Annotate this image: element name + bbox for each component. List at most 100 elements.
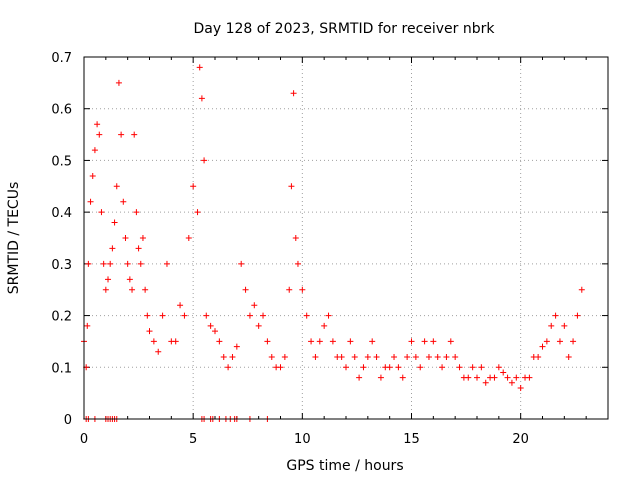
data-point	[316, 338, 323, 345]
y-tick-label: 0.4	[51, 206, 72, 221]
data-point	[107, 260, 114, 267]
data-point	[207, 322, 214, 329]
data-point	[439, 364, 446, 371]
data-point	[351, 353, 358, 360]
data-point	[478, 364, 485, 371]
data-point	[264, 338, 271, 345]
data-point	[570, 338, 577, 345]
data-point	[294, 260, 301, 267]
data-point	[356, 374, 363, 381]
data-point	[535, 353, 542, 360]
data-point	[281, 353, 288, 360]
data-point	[198, 95, 205, 102]
data-point	[201, 157, 208, 164]
data-point	[212, 328, 218, 335]
data-point	[118, 131, 125, 138]
data-point	[229, 353, 236, 360]
data-point	[469, 364, 476, 371]
data-point	[325, 312, 332, 319]
data-point	[144, 312, 151, 319]
data-point	[299, 286, 306, 293]
data-point	[85, 260, 92, 267]
data-point	[120, 198, 127, 205]
data-point	[386, 364, 393, 371]
data-point	[91, 147, 98, 154]
data-point	[539, 343, 546, 350]
data-point	[565, 353, 572, 360]
data-point	[526, 374, 533, 381]
data-point	[421, 338, 428, 345]
data-point	[360, 364, 367, 371]
data-point	[277, 364, 284, 371]
data-point	[338, 353, 345, 360]
data-point	[292, 235, 299, 241]
data-point	[146, 328, 153, 335]
data-point	[369, 338, 376, 345]
data-point	[286, 286, 293, 293]
data-point	[163, 260, 170, 267]
data-point	[452, 353, 459, 360]
y-tick-label: 0.2	[51, 310, 72, 325]
data-point	[142, 286, 149, 293]
x-tick-label: 10	[294, 432, 311, 447]
data-point	[482, 379, 489, 386]
data-point	[417, 364, 424, 371]
data-point	[177, 302, 184, 309]
data-point	[312, 353, 319, 360]
data-point	[113, 183, 120, 190]
x-tick-label: 20	[512, 432, 529, 447]
data-point	[131, 131, 138, 138]
data-point	[329, 338, 336, 345]
data-point	[556, 338, 563, 345]
data-point	[517, 384, 524, 391]
data-point	[94, 121, 101, 128]
x-axis-label: GPS time / hours	[286, 458, 403, 474]
data-point	[233, 343, 240, 350]
data-point	[508, 379, 515, 386]
data-point	[109, 245, 116, 252]
data-point	[303, 312, 310, 319]
y-axis-label: SRMTID / TECUs	[6, 182, 22, 295]
chart-title: Day 128 of 2023, SRMTID for receiver nbr…	[193, 21, 495, 37]
data-point	[135, 245, 142, 252]
y-tick-label: 0.5	[51, 154, 72, 169]
data-point	[504, 374, 511, 381]
y-tick-label: 0	[64, 413, 72, 428]
data-point	[434, 353, 441, 360]
data-point	[268, 353, 275, 360]
data-point	[84, 322, 91, 329]
data-point	[225, 364, 232, 371]
data-point	[430, 338, 437, 345]
data-point	[495, 364, 502, 371]
y-tick-label: 0.6	[51, 103, 72, 118]
data-point	[321, 322, 328, 329]
data-point	[412, 353, 419, 360]
y-tick-labels: 0 0.1 0.2 0.3 0.4 0.5 0.6 0.7	[51, 51, 72, 428]
data-point	[447, 338, 454, 345]
data-point	[552, 312, 559, 319]
data-point	[543, 338, 550, 345]
data-point	[98, 209, 105, 216]
data-point	[474, 374, 480, 381]
data-point	[150, 338, 157, 345]
plot-frame	[83, 56, 609, 420]
data-point	[196, 64, 203, 71]
data-point	[96, 131, 103, 138]
data-point	[408, 338, 415, 345]
data-point	[194, 209, 201, 216]
data-point	[500, 369, 507, 376]
x-tick-label: 15	[403, 432, 420, 447]
data-point	[172, 338, 179, 345]
data-point	[373, 353, 380, 360]
data-point	[288, 183, 295, 190]
y-tick-label: 0.1	[51, 361, 72, 376]
y-tick-label: 0.3	[51, 258, 72, 273]
data-point	[404, 353, 411, 360]
data-point	[364, 353, 371, 360]
x-tick-label: 5	[189, 432, 197, 447]
data-point	[111, 219, 118, 226]
data-point	[377, 374, 384, 381]
data-point	[425, 353, 432, 360]
data-point	[105, 276, 112, 283]
